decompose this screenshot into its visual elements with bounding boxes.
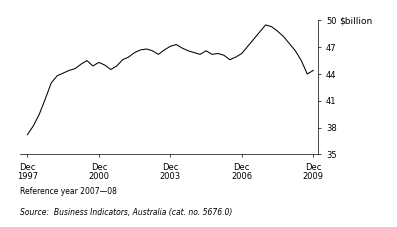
Text: Reference year 2007—08: Reference year 2007—08	[20, 187, 117, 196]
Text: Source:  Business Indicators, Australia (cat. no. 5676.0): Source: Business Indicators, Australia (…	[20, 208, 232, 217]
Y-axis label: $billion: $billion	[340, 16, 373, 25]
